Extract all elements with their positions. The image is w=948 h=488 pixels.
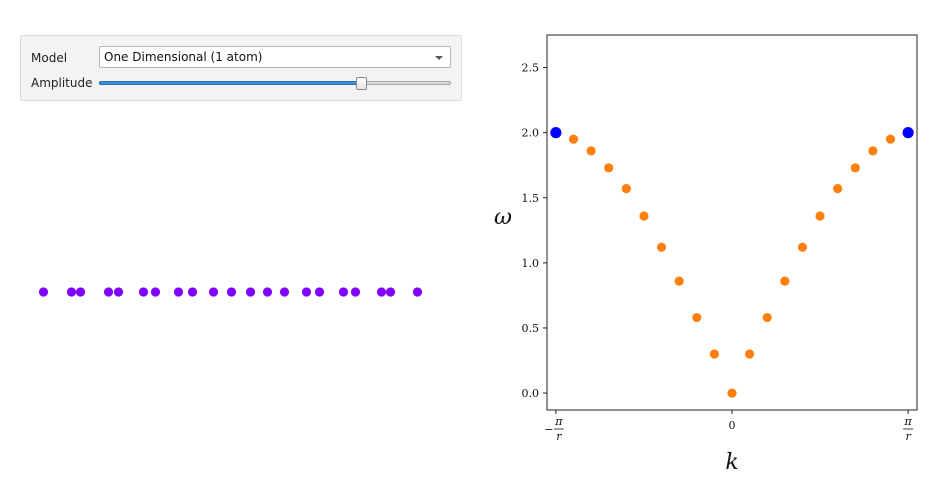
x-tick-label: 0	[729, 419, 736, 432]
data-point	[586, 146, 596, 156]
controls-panel: Model One Dimensional (1 atom) Amplitude	[20, 35, 462, 101]
amplitude-slider-handle[interactable]	[356, 77, 368, 90]
atom-17	[350, 287, 361, 297]
y-tick-label: 1.5	[522, 192, 540, 205]
atom-6	[150, 287, 161, 297]
model-dropdown-value: One Dimensional (1 atom)	[104, 50, 263, 64]
atom-chain-view	[38, 287, 423, 297]
atom-13	[279, 287, 290, 297]
data-point	[674, 276, 684, 286]
svg-text:π: π	[904, 415, 913, 428]
x-tick-label: πr−	[544, 415, 564, 443]
svg-text:−: −	[544, 423, 553, 436]
data-point	[885, 134, 896, 144]
data-point	[656, 242, 667, 252]
data-point	[762, 312, 772, 323]
data-point	[692, 312, 702, 323]
model-dropdown[interactable]: One Dimensional (1 atom)	[99, 46, 451, 68]
atom-3	[103, 287, 114, 297]
y-tick-label: 2.0	[522, 127, 540, 140]
data-point	[639, 211, 649, 221]
plot-area-frame	[546, 34, 918, 411]
x-tick-label: πr	[903, 415, 914, 443]
dispersion-chart: 0.00.51.01.52.02.5 πr− 0 πr ω k	[494, 34, 918, 475]
svg-text:r: r	[905, 430, 911, 443]
atom-1	[66, 287, 77, 297]
atom-10	[226, 287, 237, 297]
atom-2	[75, 287, 86, 297]
x-axis-label: k	[725, 450, 738, 475]
data-point	[727, 388, 737, 398]
y-tick-label: 2.5	[522, 62, 540, 75]
atom-19	[385, 287, 396, 297]
atom-20	[412, 287, 423, 297]
atom-18	[376, 287, 387, 297]
data-point	[815, 211, 825, 221]
svg-text:r: r	[556, 430, 562, 443]
atom-14	[301, 287, 312, 297]
data-point	[850, 163, 860, 173]
atom-7	[173, 287, 184, 297]
data-point	[709, 349, 719, 359]
atom-16	[338, 287, 349, 297]
amplitude-label: Amplitude	[31, 76, 93, 90]
data-point	[780, 276, 790, 286]
data-point	[902, 127, 914, 139]
model-label: Model	[31, 51, 68, 65]
y-tick-label: 1.0	[522, 257, 540, 270]
amplitude-slider-fill	[99, 81, 362, 85]
data-point	[745, 349, 755, 359]
atom-12	[262, 287, 273, 297]
svg-text:π: π	[554, 415, 563, 428]
atom-9	[208, 287, 219, 297]
svg-text:0: 0	[729, 419, 736, 432]
atom-0	[38, 287, 49, 297]
atom-8	[187, 287, 198, 297]
amplitude-slider[interactable]	[99, 77, 451, 91]
y-axis-label: ω	[494, 205, 512, 230]
atom-11	[245, 287, 256, 297]
atom-5	[138, 287, 149, 297]
y-tick-label: 0.0	[522, 387, 540, 400]
data-point	[868, 146, 878, 156]
atom-15	[314, 287, 325, 297]
data-point	[621, 184, 631, 194]
data-point	[797, 242, 808, 252]
data-point	[833, 184, 843, 194]
data-point	[568, 134, 579, 144]
chevron-down-icon	[435, 56, 443, 60]
data-point	[604, 163, 614, 173]
data-point	[550, 127, 562, 139]
y-tick-label: 0.5	[522, 322, 540, 335]
atom-4	[113, 287, 124, 297]
